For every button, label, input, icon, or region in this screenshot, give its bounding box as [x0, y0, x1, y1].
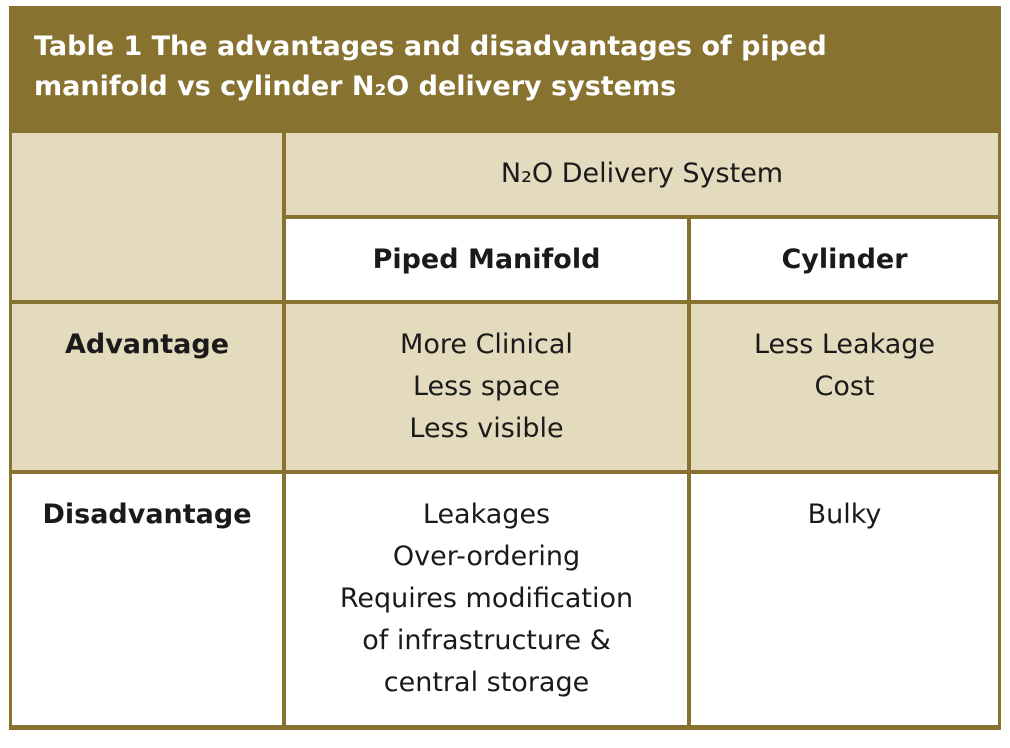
table-title: Table 1 The advantages and disadvantages…: [12, 9, 998, 129]
cell-line: Cost: [814, 371, 875, 402]
row-label: Advantage: [12, 300, 286, 474]
cell-line: Over-ordering: [392, 541, 581, 572]
cell-line: Requires modification: [339, 583, 634, 614]
cell-line: central storage: [383, 667, 590, 698]
cell-line: Less Leakage: [753, 329, 936, 360]
cell-line: Leakages: [422, 499, 551, 530]
cell-line: Less space: [412, 371, 561, 402]
cell-line: Less visible: [409, 413, 564, 444]
table-panel: Table 1 The advantages and disadvantages…: [9, 6, 1001, 730]
title-line: manifold vs cylinder N₂O delivery system…: [34, 71, 677, 102]
column-header: Cylinder: [686, 215, 999, 304]
table: N₂O Delivery System Piped Manifold Cylin…: [12, 129, 999, 725]
title-line: Table 1 The advantages and disadvantages…: [34, 31, 827, 62]
row-label: Disadvantage: [12, 470, 286, 725]
cell-line: of infrastructure &: [362, 625, 611, 656]
cell: Bulky: [686, 470, 999, 725]
column-header: Piped Manifold: [284, 215, 691, 304]
cell: More Clinical Less space Less visible: [282, 300, 691, 474]
data-row: Disadvantage Leakages Over-ordering Requir…: [12, 470, 999, 725]
header-row: N₂O Delivery System: [12, 129, 999, 304]
cell: Leakages Over-ordering Requires modificati…: [282, 470, 691, 725]
data-row: Advantage More Clinical Less space Less vi…: [12, 300, 999, 474]
header-row: Piped Manifold Cylinder: [12, 215, 999, 304]
group-header: N₂O Delivery System: [281, 129, 999, 219]
cell-line: Bulky: [807, 499, 882, 530]
corner-cell: [12, 129, 286, 304]
cell: Less Leakage Cost: [686, 300, 999, 474]
cell-line: More Clinical: [400, 329, 573, 360]
